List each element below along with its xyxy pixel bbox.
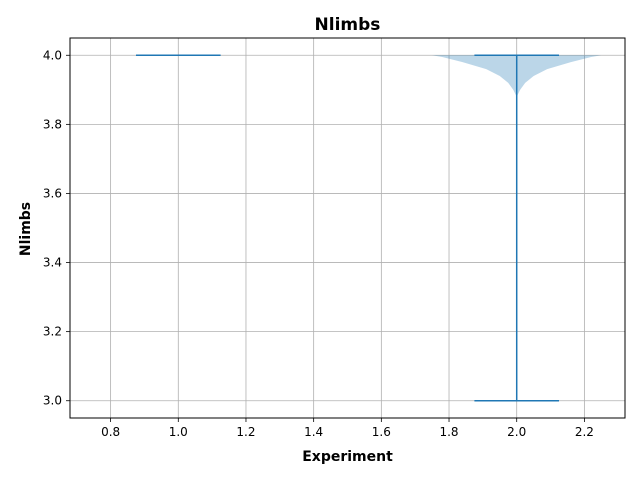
x-tick-label: 2.2 — [575, 425, 594, 439]
y-tick-label: 3.6 — [43, 186, 62, 200]
violins — [135, 54, 602, 402]
x-tick-label: 1.2 — [236, 425, 255, 439]
x-tick-label: 1.8 — [439, 425, 458, 439]
grid — [70, 38, 625, 418]
y-tick-label: 3.2 — [43, 325, 62, 339]
plot-frame — [69, 37, 626, 419]
y-tick-label: 3.4 — [43, 256, 62, 270]
x-tick-label: 1.6 — [372, 425, 391, 439]
x-tick-label: 2.0 — [507, 425, 526, 439]
y-axis-label: Nlimbs — [18, 202, 34, 256]
y-tick-label: 3.8 — [43, 117, 62, 131]
x-tick-label: 1.4 — [304, 425, 323, 439]
ticks: 0.8 1.0 1.2 1.4 1.6 1.8 2.0 2.2 3.0 3.2 3.4 3.6 3.8 4… — [43, 48, 594, 439]
x-tick-label: 1.0 — [169, 425, 188, 439]
y-tick-label: 3.0 — [43, 394, 62, 408]
x-axis-label: Experiment — [302, 449, 393, 465]
chart-title: Nlimbs — [315, 15, 381, 35]
x-tick-label: 0.8 — [101, 425, 120, 439]
y-tick-label: 4.0 — [43, 48, 62, 62]
violin — [432, 54, 602, 402]
